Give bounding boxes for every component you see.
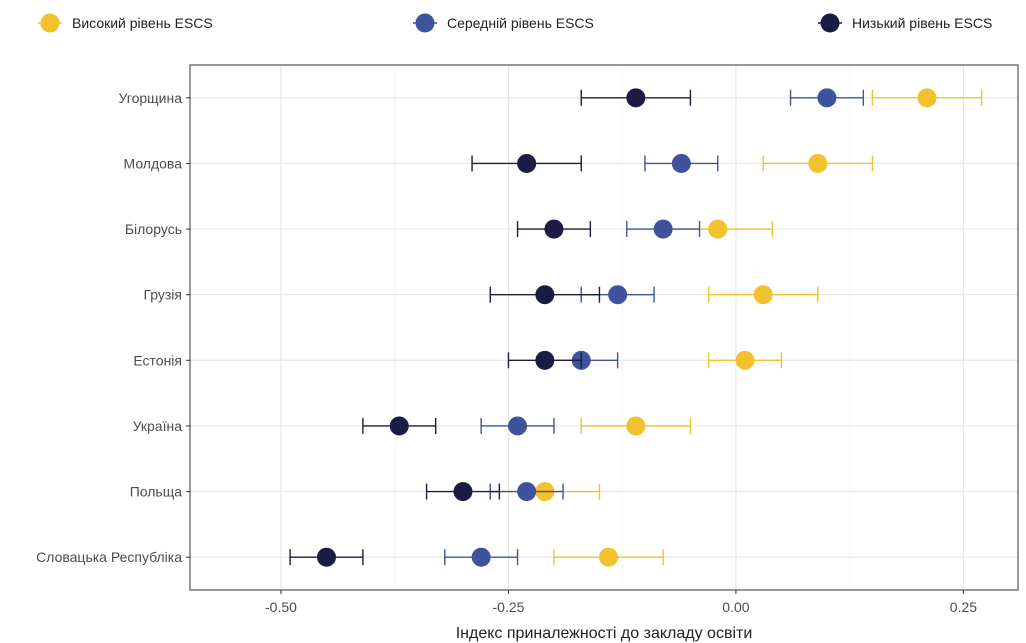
data-point xyxy=(653,219,673,239)
data-point xyxy=(544,219,564,239)
data-point xyxy=(517,153,537,173)
data-point xyxy=(471,547,491,567)
data-point xyxy=(626,416,646,436)
data-point xyxy=(735,350,755,370)
data-point xyxy=(453,482,473,502)
data-point xyxy=(508,416,528,436)
data-point xyxy=(517,482,537,502)
data-point xyxy=(389,416,409,436)
legend-key-dot xyxy=(415,13,435,33)
x-tick-label: -0.50 xyxy=(265,599,297,615)
data-point xyxy=(808,153,828,173)
data-point xyxy=(753,285,773,305)
data-marks xyxy=(289,88,983,567)
series-3 xyxy=(289,88,692,567)
x-tick-label: -0.25 xyxy=(493,599,525,615)
legend-label: Середній рівень ESCS xyxy=(447,15,594,31)
data-point xyxy=(535,350,555,370)
plot-panel xyxy=(189,64,1019,591)
y-tick-label: Україна xyxy=(133,418,183,434)
data-point xyxy=(316,547,336,567)
x-tick-label: 0.25 xyxy=(950,599,977,615)
data-point xyxy=(817,88,837,108)
y-tick-label: Молдова xyxy=(124,155,183,171)
legend-item-3: Низький рівень ESCS xyxy=(818,13,992,33)
data-point xyxy=(917,88,937,108)
x-tick-label: 0.00 xyxy=(722,599,749,615)
data-point xyxy=(599,547,619,567)
y-tick-label: Білорусь xyxy=(125,221,182,237)
legend-item-2: Середній рівень ESCS xyxy=(413,13,594,33)
data-point xyxy=(626,88,646,108)
data-point xyxy=(535,285,555,305)
y-tick-label: Словацька Республіка xyxy=(36,549,182,565)
gridlines xyxy=(190,65,1018,590)
panel-background xyxy=(190,65,1018,590)
y-tick-label: Естонія xyxy=(133,352,182,368)
legend-label: Низький рівень ESCS xyxy=(852,15,992,31)
data-point xyxy=(671,153,691,173)
data-point xyxy=(608,285,628,305)
legend-item-1: Високий рівень ESCS xyxy=(38,13,213,33)
series-2 xyxy=(444,88,865,567)
y-axis-tick-labels: Угорщина Молдова Білорусь Грузія Естонія Укра… xyxy=(36,90,190,565)
legend-key-dot xyxy=(40,13,60,33)
data-point xyxy=(708,219,728,239)
y-tick-label: Польща xyxy=(130,484,183,500)
x-axis-title: Індекс приналежності до закладу освіти xyxy=(456,625,753,642)
legend-key-dot xyxy=(820,13,840,33)
y-tick-label: Грузія xyxy=(143,287,182,303)
legend: Високий рівень ESCS Середній рівень ESCS Н… xyxy=(38,13,992,33)
legend-label: Високий рівень ESCS xyxy=(72,15,213,31)
x-axis-tick-labels: -0.50 -0.25 0.00 0.25 xyxy=(265,590,977,615)
y-tick-label: Угорщина xyxy=(119,90,183,106)
